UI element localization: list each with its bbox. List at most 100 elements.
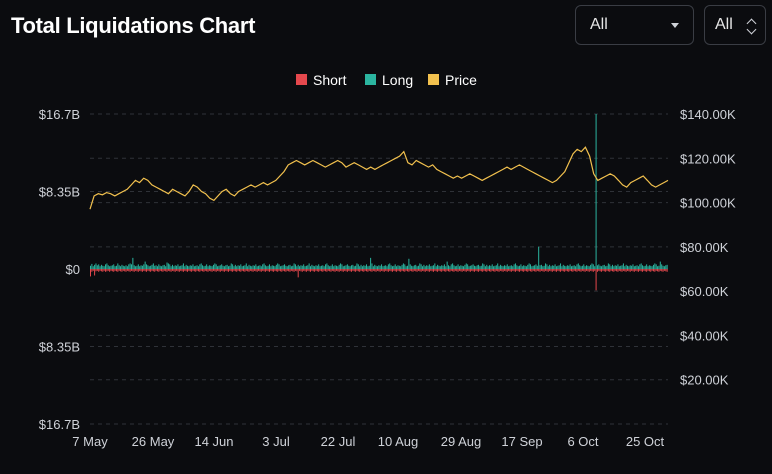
short-bar[interactable]: [95, 269, 97, 272]
long-bar[interactable]: [197, 266, 199, 269]
long-bar[interactable]: [326, 263, 328, 269]
long-bar[interactable]: [583, 264, 585, 269]
short-bar[interactable]: [627, 269, 629, 271]
short-bar[interactable]: [402, 269, 404, 272]
long-bar[interactable]: [602, 265, 604, 269]
long-bar[interactable]: [454, 266, 456, 269]
short-bar[interactable]: [586, 269, 588, 271]
short-bar[interactable]: [356, 269, 358, 271]
short-bar[interactable]: [288, 269, 290, 272]
short-bar[interactable]: [99, 269, 101, 271]
short-bar[interactable]: [595, 269, 597, 291]
long-bar[interactable]: [561, 266, 563, 269]
short-bar[interactable]: [499, 269, 501, 271]
short-bar[interactable]: [319, 269, 321, 271]
short-bar[interactable]: [353, 269, 355, 272]
long-bar[interactable]: [188, 266, 190, 269]
long-bar[interactable]: [520, 264, 522, 269]
long-bar[interactable]: [228, 266, 230, 269]
long-bar[interactable]: [391, 266, 393, 269]
short-bar[interactable]: [374, 269, 376, 272]
short-bar[interactable]: [297, 269, 299, 278]
long-bar[interactable]: [601, 266, 603, 269]
long-bar[interactable]: [557, 265, 559, 269]
long-bar[interactable]: [311, 264, 313, 269]
short-bar[interactable]: [486, 269, 488, 272]
long-bar[interactable]: [207, 266, 209, 269]
short-bar[interactable]: [624, 269, 626, 272]
short-bar[interactable]: [424, 269, 426, 272]
long-bar[interactable]: [171, 264, 173, 269]
long-bar[interactable]: [352, 264, 354, 269]
long-bar[interactable]: [506, 264, 508, 269]
long-bar[interactable]: [566, 265, 568, 269]
long-bar[interactable]: [599, 265, 601, 269]
short-bar[interactable]: [245, 269, 247, 271]
short-bar[interactable]: [284, 269, 286, 272]
long-bar[interactable]: [348, 265, 350, 269]
short-bar[interactable]: [240, 269, 242, 272]
long-bar[interactable]: [282, 265, 284, 269]
long-bar[interactable]: [637, 266, 639, 269]
long-bar[interactable]: [491, 264, 493, 269]
short-bar[interactable]: [150, 269, 152, 272]
short-bar[interactable]: [334, 269, 336, 272]
long-bar[interactable]: [472, 264, 474, 269]
short-bar[interactable]: [301, 269, 303, 272]
short-bar[interactable]: [130, 269, 132, 271]
short-bar[interactable]: [631, 269, 633, 271]
long-bar[interactable]: [100, 264, 102, 269]
short-bar[interactable]: [483, 269, 485, 271]
short-bar[interactable]: [576, 269, 578, 272]
short-bar[interactable]: [639, 269, 641, 271]
long-bar[interactable]: [169, 264, 171, 269]
long-bar[interactable]: [493, 266, 495, 269]
long-bar[interactable]: [308, 263, 310, 269]
short-bar[interactable]: [135, 269, 137, 271]
long-bar[interactable]: [249, 265, 251, 269]
long-bar[interactable]: [95, 263, 97, 269]
short-bar[interactable]: [575, 269, 577, 272]
short-bar[interactable]: [188, 269, 190, 271]
short-bar[interactable]: [107, 269, 109, 271]
short-bar[interactable]: [118, 269, 120, 271]
short-bar[interactable]: [148, 269, 150, 272]
long-bar[interactable]: [109, 266, 111, 269]
short-bar[interactable]: [206, 269, 208, 272]
short-bar[interactable]: [275, 269, 277, 272]
long-bar[interactable]: [143, 264, 145, 269]
short-bar[interactable]: [271, 269, 273, 272]
long-bar[interactable]: [219, 265, 221, 269]
long-bar[interactable]: [122, 265, 124, 269]
short-bar[interactable]: [532, 269, 534, 271]
short-bar[interactable]: [554, 269, 556, 272]
short-bar[interactable]: [182, 269, 184, 272]
short-bar[interactable]: [90, 269, 91, 277]
short-bar[interactable]: [501, 269, 503, 272]
long-bar[interactable]: [329, 266, 331, 269]
long-bar[interactable]: [618, 266, 620, 269]
short-bar[interactable]: [370, 269, 372, 272]
short-bar[interactable]: [480, 269, 482, 272]
long-bar[interactable]: [514, 263, 516, 269]
short-bar[interactable]: [285, 269, 287, 272]
short-bar[interactable]: [375, 269, 377, 272]
short-bar[interactable]: [349, 269, 351, 272]
long-bar[interactable]: [152, 263, 154, 269]
long-bar[interactable]: [611, 264, 613, 269]
short-bar[interactable]: [543, 269, 545, 272]
short-bar[interactable]: [386, 269, 388, 272]
short-bar[interactable]: [420, 269, 422, 272]
long-bar[interactable]: [542, 266, 544, 269]
long-bar[interactable]: [375, 265, 377, 269]
long-bar[interactable]: [243, 265, 245, 269]
short-bar[interactable]: [132, 269, 134, 272]
long-bar[interactable]: [300, 265, 302, 269]
long-bar[interactable]: [411, 265, 413, 269]
long-bar[interactable]: [218, 265, 220, 269]
long-bar[interactable]: [98, 264, 100, 269]
long-bar[interactable]: [319, 266, 321, 269]
long-bar[interactable]: [118, 265, 120, 269]
long-bar[interactable]: [366, 264, 368, 269]
short-bar[interactable]: [497, 269, 499, 272]
